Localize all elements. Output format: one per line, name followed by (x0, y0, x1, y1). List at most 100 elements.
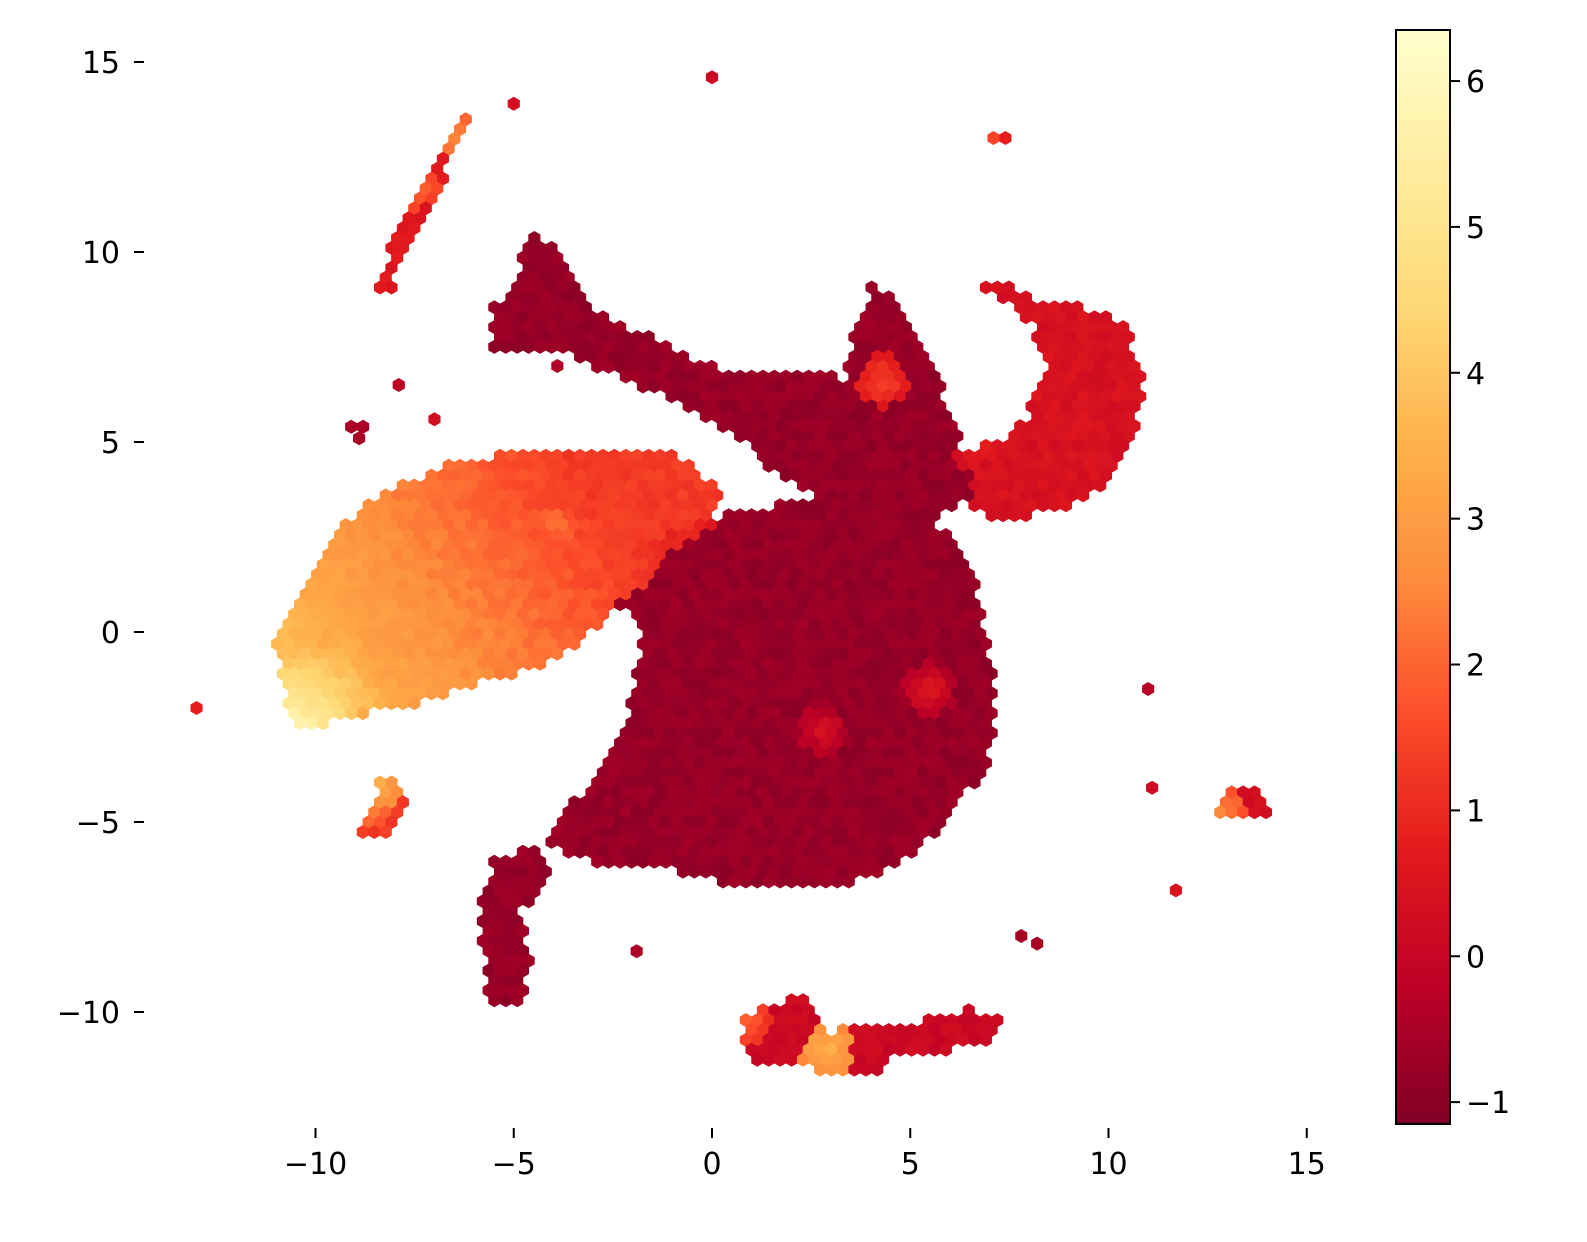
hex-bin (528, 607, 541, 622)
hex-bin (711, 686, 724, 701)
hex-bin (1031, 310, 1044, 325)
hex-bin (1014, 419, 1027, 434)
hex-bin (962, 686, 975, 701)
hex-bin (596, 785, 610, 800)
hex-bin (419, 617, 432, 632)
hex-bin (425, 607, 438, 622)
hex-bin (876, 636, 890, 651)
hex-bin (774, 755, 787, 770)
hex-bin (894, 1023, 907, 1037)
hex-bin (762, 636, 775, 651)
hex-bin (1059, 320, 1072, 335)
hex-bin (539, 330, 552, 344)
hex-bin (1048, 359, 1061, 374)
hex-bin (665, 508, 678, 523)
hex-bin (1077, 369, 1090, 384)
hex-bin (728, 815, 741, 830)
hex-bin (774, 656, 787, 671)
hex-bin (894, 587, 907, 602)
hex-bin (562, 547, 575, 562)
hex-bin (939, 666, 952, 681)
hex-bin (774, 716, 787, 731)
hex-bin (453, 537, 467, 552)
hex-bin (848, 726, 861, 740)
hex-bin (528, 231, 541, 245)
hex-bin (682, 399, 695, 414)
hex-bin (636, 359, 650, 374)
hex-bin (734, 508, 747, 523)
hex-bin (631, 765, 644, 780)
hex-bin (1065, 409, 1078, 424)
hex-bin (585, 488, 598, 503)
hex-bin (876, 1052, 890, 1067)
hex-bin (585, 567, 598, 582)
hex-bin (825, 706, 838, 721)
hex-bin (316, 617, 329, 632)
hex-bin (745, 409, 758, 424)
hex-bin (419, 597, 432, 612)
hex-bin (362, 498, 375, 513)
hex-bin (836, 1042, 850, 1057)
hex-bin (1071, 379, 1084, 394)
hex-bin (819, 716, 832, 731)
hex-bin (808, 419, 821, 434)
hex-bin (1088, 369, 1101, 384)
hex-bin (888, 399, 901, 414)
hex-bin (899, 775, 912, 790)
hex-bin (979, 716, 992, 731)
hex-bin (1082, 320, 1095, 335)
hex-bin (894, 686, 907, 701)
hex-bin (802, 844, 815, 859)
hex-bin (734, 805, 747, 820)
hex-bin (922, 557, 935, 572)
hex-bin (928, 587, 941, 602)
hex-bin (654, 765, 667, 780)
hex-bin (751, 557, 764, 572)
hex-bin (631, 448, 644, 463)
hex-bin (676, 607, 690, 622)
hex-bin (534, 300, 547, 315)
hex-bin (425, 468, 438, 483)
hex-bin (636, 854, 650, 869)
hex-bin (476, 518, 489, 533)
hex-bin (351, 557, 364, 572)
hex-bin (894, 389, 907, 404)
hex-bin (516, 943, 529, 958)
hex-bin-isolated (1031, 936, 1044, 951)
hex-bin (356, 706, 369, 721)
hex-bin (682, 498, 695, 513)
hex-bin (768, 844, 781, 859)
hex-bin (865, 597, 878, 612)
hex-bin (905, 805, 918, 820)
hex-bin (751, 874, 764, 889)
hex-bin (488, 973, 501, 988)
hex-bin (802, 1023, 815, 1037)
hex-bin (751, 617, 764, 632)
hex-bin (745, 844, 758, 859)
hex-bin (362, 815, 375, 830)
hex-bin (551, 270, 564, 285)
hex-bin (442, 141, 455, 156)
hex-bin (328, 636, 341, 651)
hex-bin (574, 528, 587, 542)
hex-bin (768, 429, 781, 443)
hex-bin (1071, 339, 1084, 354)
hex-bin (459, 112, 472, 127)
hex-bin (488, 518, 501, 533)
hex-bin (854, 795, 867, 810)
hex-bin (373, 557, 387, 572)
hex-bin (739, 557, 752, 572)
hex-bin (425, 627, 438, 641)
hex-bin (482, 983, 495, 998)
hex-bin (413, 686, 427, 701)
hex-bin (499, 993, 512, 1008)
hex-bin (345, 547, 358, 562)
hex-bin (848, 389, 861, 404)
hex-bin (791, 864, 804, 879)
hex-bin (734, 686, 747, 701)
hex-bin (585, 844, 598, 859)
hex-bin-isolated (987, 131, 1000, 145)
hex-bin (1048, 379, 1061, 394)
hex-bin (905, 646, 918, 661)
hex-bin (734, 607, 747, 622)
